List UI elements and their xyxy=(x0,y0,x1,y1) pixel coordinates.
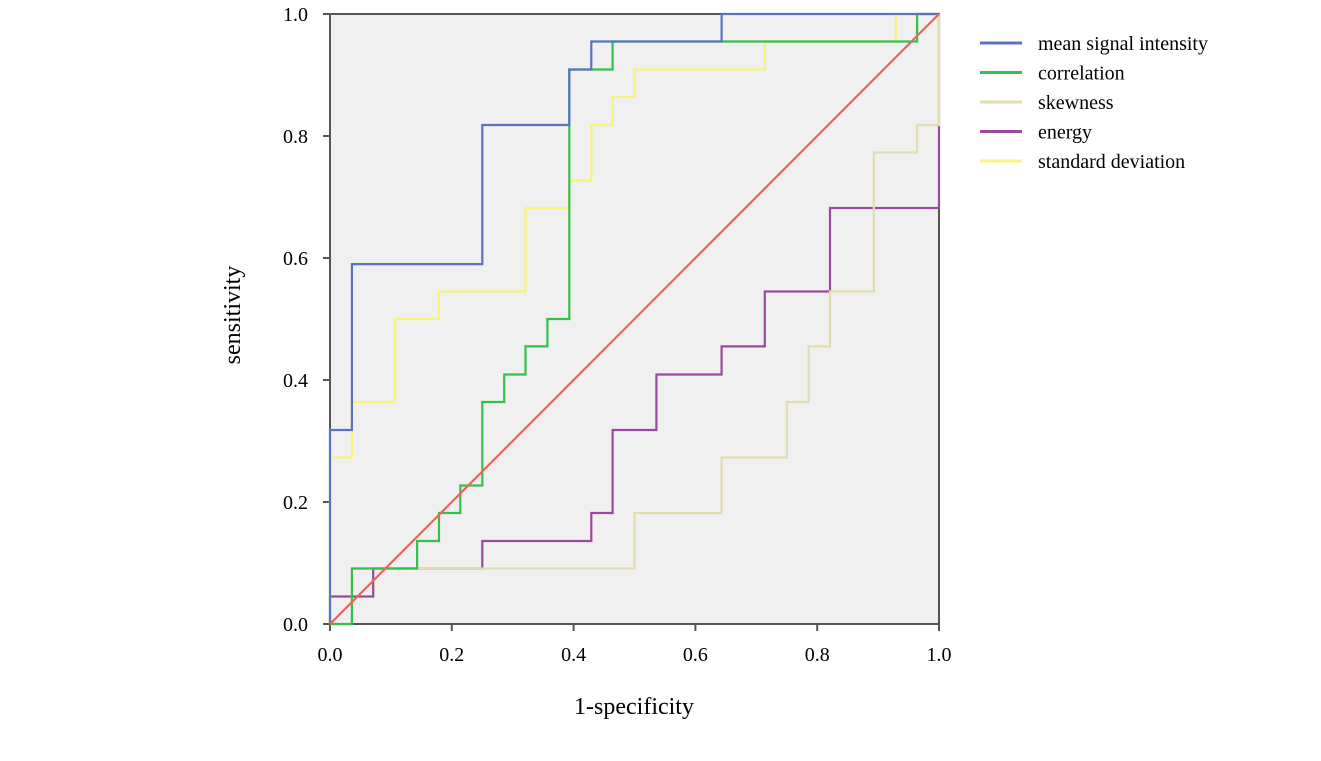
x-axis: 0.0 0.2 0.4 0.6 0.8 1.0 xyxy=(318,624,952,666)
x-tick-label: 1.0 xyxy=(927,644,952,666)
series-line-mean-signal-intensity xyxy=(328,12,939,624)
y-tick-label: 0.2 xyxy=(283,492,308,514)
legend-label: correlation xyxy=(1038,63,1125,85)
y-tick-label: 0.6 xyxy=(283,248,308,270)
y-tick-label: 1.0 xyxy=(283,4,308,26)
y-axis-title: sensitivity xyxy=(220,266,246,365)
legend: mean signal intensity correlation skewness… xyxy=(980,33,1208,173)
y-axis: 0.0 0.2 0.4 0.6 0.8 1.0 xyxy=(283,4,330,636)
x-tick-label: 0.0 xyxy=(318,644,343,666)
y-tick-label: 0.4 xyxy=(283,370,308,392)
series-line-correlation xyxy=(330,12,939,626)
y-tick-label: 0.8 xyxy=(283,126,308,148)
legend-label: mean signal intensity xyxy=(1038,33,1208,55)
x-axis-title: 1-specificity xyxy=(574,694,694,720)
series-line-skewness xyxy=(330,14,941,626)
y-tick-label: 0.0 xyxy=(283,614,308,636)
x-tick-label: 0.2 xyxy=(439,644,464,666)
reference-line xyxy=(329,13,940,625)
x-tick-label: 0.6 xyxy=(683,644,708,666)
legend-label: skewness xyxy=(1038,92,1114,114)
x-tick-label: 0.4 xyxy=(561,644,586,666)
series-layer xyxy=(328,12,941,626)
x-tick-label: 0.8 xyxy=(805,644,830,666)
legend-label: standard deviation xyxy=(1038,151,1185,173)
legend-label: energy xyxy=(1038,122,1092,144)
